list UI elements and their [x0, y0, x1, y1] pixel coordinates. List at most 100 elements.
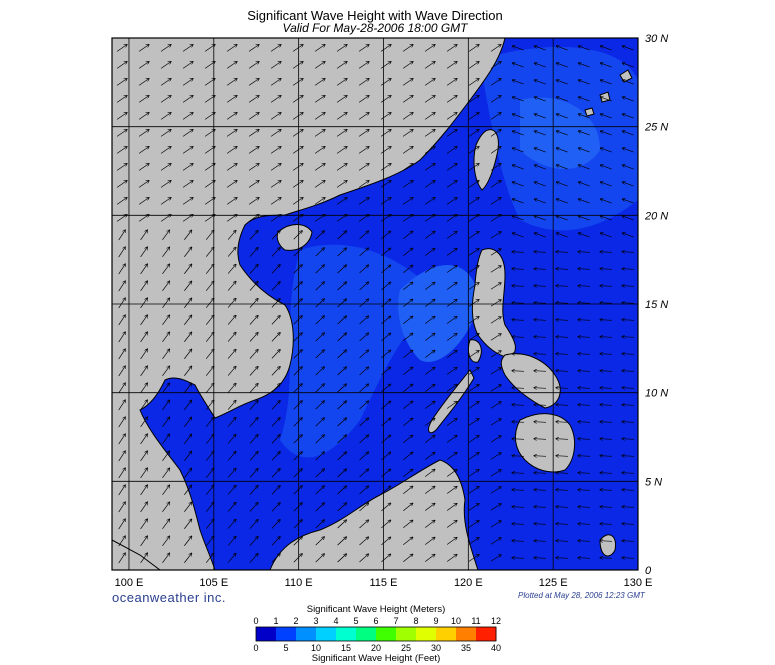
- wave-arrow: [512, 541, 525, 542]
- wave-arrow: [271, 537, 280, 546]
- wave-arrow: [182, 96, 193, 103]
- wave-arrow: [227, 434, 236, 444]
- wave-arrow: [446, 538, 457, 545]
- wave-arrow: [249, 384, 258, 393]
- wave-arrow: [446, 45, 457, 52]
- wave-arrow: [381, 316, 390, 325]
- wave-arrow: [315, 231, 325, 240]
- wave-arrow: [490, 419, 501, 426]
- wave-arrow: [578, 131, 590, 136]
- wave-arrow: [293, 282, 302, 291]
- wave-arrow: [380, 96, 391, 103]
- wave-arrow: [160, 215, 171, 222]
- wave-arrow: [271, 418, 280, 427]
- wave-arrow: [359, 282, 368, 291]
- wave-arrow: [359, 350, 368, 359]
- wave-arrow: [337, 384, 347, 393]
- wave-arrow: [184, 519, 191, 529]
- wave-arrow: [403, 435, 412, 444]
- latitude-labels: 0 5 N 10 N 15 N 20 N 25 N 30 N: [644, 33, 668, 577]
- wave-arrow: [271, 520, 280, 529]
- wave-arrow: [314, 198, 325, 205]
- wave-arrow: [490, 300, 501, 307]
- wave-arrow: [622, 148, 634, 153]
- wave-arrow: [425, 418, 435, 426]
- wave-arrow: [358, 181, 369, 188]
- wave-arrow: [292, 62, 303, 69]
- wave-arrow: [227, 400, 236, 410]
- wave-arrow: [184, 383, 191, 393]
- wave-arrow: [358, 113, 369, 120]
- wave-arrow: [336, 181, 347, 188]
- wave-arrow: [249, 367, 258, 376]
- wave-arrow: [600, 131, 612, 136]
- wave-arrow: [468, 487, 479, 494]
- wave-arrow: [138, 45, 149, 52]
- wave-arrow: [578, 63, 590, 68]
- wave-arrow: [248, 79, 259, 86]
- lat-tick-label: 30 N: [645, 33, 668, 45]
- wave-arrow: [425, 520, 435, 528]
- wave-arrow: [116, 198, 127, 205]
- wave-arrow: [205, 366, 214, 376]
- wave-arrow: [336, 113, 347, 120]
- wave-arrow: [140, 298, 148, 309]
- wave-arrow: [622, 473, 635, 474]
- wave-arrow: [226, 113, 237, 120]
- wave-arrow: [140, 434, 148, 445]
- wave-arrow: [512, 46, 524, 51]
- wave-arrow: [227, 485, 236, 495]
- wave-arrow: [162, 349, 169, 360]
- wave-arrow: [315, 333, 325, 342]
- wave-arrow: [205, 332, 214, 342]
- wave-arrow: [162, 485, 169, 496]
- wave-arrow: [140, 366, 148, 377]
- wave-arrow: [226, 164, 237, 171]
- wave-arrow: [118, 383, 126, 394]
- wave-arrow: [226, 181, 237, 188]
- wave-arrow: [622, 388, 635, 389]
- wave-arrow: [600, 320, 613, 321]
- wave-arrow: [403, 248, 412, 257]
- wave-arrow: [140, 315, 148, 326]
- wave-arrow: [622, 524, 635, 525]
- wave-arrow: [512, 80, 524, 85]
- lat-tick-label: 10 N: [645, 388, 668, 400]
- wave-arrow: [182, 62, 193, 69]
- wave-arrow: [292, 198, 303, 205]
- wave-arrow: [184, 298, 191, 308]
- wave-arrow: [227, 230, 236, 240]
- wave-arrow: [315, 435, 325, 444]
- wave-arrow: [160, 147, 171, 154]
- wave-arrow: [381, 350, 390, 359]
- wave-arrow: [204, 215, 215, 222]
- wave-arrow: [138, 198, 149, 205]
- wave-arrow: [315, 384, 325, 393]
- wave-arrow: [468, 436, 479, 443]
- wave-arrow: [314, 147, 325, 154]
- wave-arrow: [425, 316, 435, 324]
- wave-arrow: [140, 451, 148, 462]
- wave-arrow: [402, 130, 413, 137]
- wave-arrow: [293, 350, 302, 359]
- wave-arrow: [403, 452, 412, 461]
- wave-arrow: [138, 130, 149, 137]
- wave-arrow: [380, 181, 391, 188]
- wave-arrow: [403, 469, 412, 478]
- wave-arrow: [116, 62, 127, 69]
- wave-arrow: [578, 354, 591, 355]
- wave-arrow: [534, 371, 547, 372]
- wave-arrow: [227, 417, 236, 427]
- wave-arrow: [534, 148, 546, 153]
- wave-arrow: [622, 63, 634, 68]
- wave-arrow: [556, 131, 568, 136]
- wave-arrow: [403, 537, 412, 546]
- wave-arrow: [380, 164, 391, 171]
- wave-arrow: [359, 452, 368, 461]
- wave-arrow: [293, 384, 302, 393]
- wave-arrow: [600, 80, 612, 85]
- wave-arrow: [205, 400, 214, 410]
- wave-arrow: [162, 468, 169, 479]
- wave-arrow: [446, 351, 457, 358]
- wave-arrow: [140, 553, 148, 564]
